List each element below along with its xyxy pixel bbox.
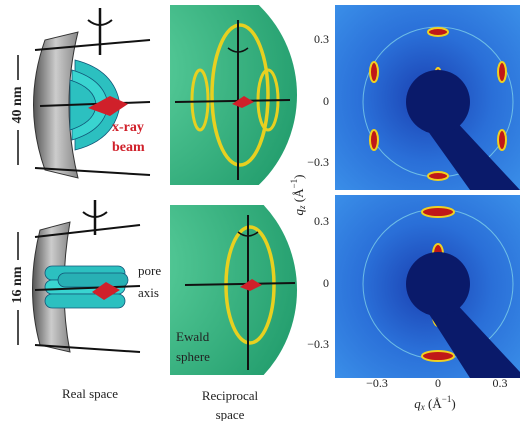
y-tick-label: −0.3 [307,155,329,169]
axis-label: pore [138,263,161,278]
ewald-label: sphere [176,349,210,364]
y-tick-label: 0 [323,276,329,290]
x-tick-label: −0.3 [366,376,388,390]
figure: x-ray beam 40 nm pore axis 16 nm Ewald s… [0,0,524,421]
y-tick-label: 0.3 [314,32,329,46]
real-space-bottom: pore axis 16 nm [10,200,161,352]
x-tick-label: 0 [435,376,441,390]
real-space-top: x-ray beam 40 nm [10,8,150,178]
caption: space [216,407,245,421]
exp: −1 [442,394,452,404]
size-label: 16 nm [10,266,25,303]
size-label: 40 nm [10,86,25,123]
beam-label: x-ray [112,120,144,135]
caption: Reciprocal [202,388,259,403]
beam-label: beam [112,140,145,155]
edge [35,345,140,352]
caption: Real space [62,386,118,401]
y-tick-label: −0.3 [307,337,329,351]
y-tick-label: 0.3 [314,214,329,228]
ewald-label: Ewald [176,329,210,344]
y-tick-label: 0 [323,94,329,108]
x-tick-label: 0.3 [493,376,508,390]
y-axis-label: qz (Å−1) [289,175,307,216]
x-axis-label: qx (Å−1) [414,394,455,412]
axis-label: axis [138,285,159,300]
exp: −1 [289,179,299,189]
